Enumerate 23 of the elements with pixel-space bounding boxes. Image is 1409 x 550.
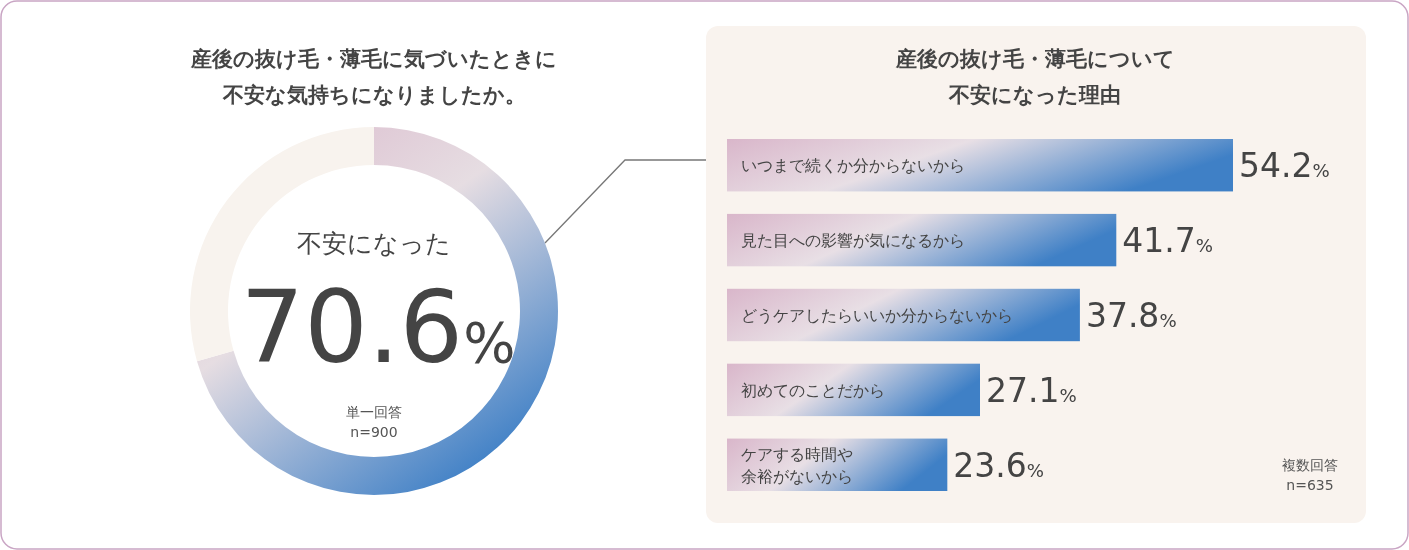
y-tick-label: 見た目への影響が気になるから (741, 232, 965, 251)
text: n=635 (1286, 477, 1334, 493)
donut-slice (196, 127, 558, 495)
text: n=900 (350, 424, 398, 440)
data-label: 23.6% (953, 445, 1045, 485)
slice-label: 不安になった (297, 229, 451, 258)
data-label: 70.6% (240, 269, 516, 386)
bar (727, 213, 1117, 267)
chart-title: 産後の抜け毛・薄毛に気づいたときに不安な気持ちになりましたか。 (190, 47, 557, 107)
bar (727, 363, 980, 417)
text: 複数回答 (1282, 457, 1338, 473)
data-label: 41.7% (1122, 221, 1214, 261)
data-label: 27.1% (986, 370, 1077, 410)
data-label: 54.2% (1239, 146, 1330, 186)
y-tick-label: いつまで続くか分からないから (741, 157, 965, 176)
y-tick-label: 初めてのことだから (741, 381, 885, 400)
data-label: 37.8% (1085, 296, 1177, 335)
bar (727, 288, 1080, 342)
bar (727, 139, 1233, 192)
y-tick-label: ケアする時間や余裕がないから (741, 445, 853, 486)
text: 単一回答 (346, 404, 402, 420)
chart-title: 産後の抜け毛・薄毛について不安になった理由 (894, 47, 1175, 107)
y-tick-label: どうケアしたらいいか分からないから (741, 307, 1013, 325)
